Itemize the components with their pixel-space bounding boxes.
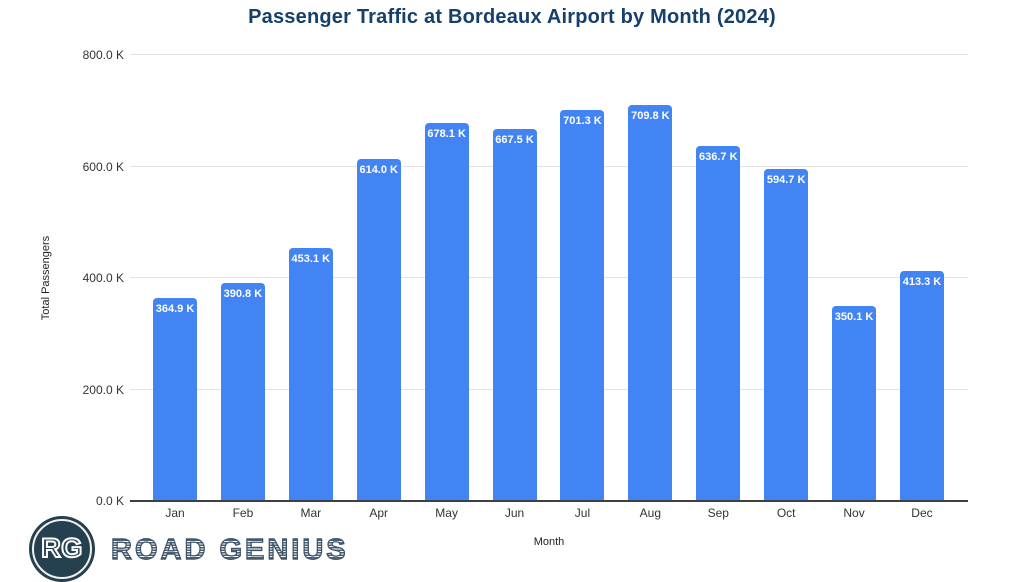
y-tick-label: 0.0 K (95, 494, 124, 508)
road-genius-wordmark: ROAD GENIUS (110, 533, 349, 566)
x-tick-dec: Dec (911, 506, 933, 520)
plot-area: 364.9 K 390.8 K 453.1 K 614.0 K 678.1 K 667.5… (130, 54, 968, 502)
bar-value-label: 453.1 K (291, 253, 331, 266)
x-axis-ticks: Jan Feb Mar Apr May Jun Jul Aug Sep Oct Nov Dec (130, 506, 968, 520)
bar-value-label: 667.5 K (495, 133, 534, 146)
bar-value-label: 709.8 K (631, 110, 670, 123)
y-tick-label: 200.0 K (82, 382, 124, 397)
rg-logo-monogram: RG (40, 532, 83, 564)
x-tick-sep: Sep (707, 506, 729, 520)
x-tick-oct: Oct (776, 506, 796, 520)
x-axis-line (130, 500, 968, 502)
x-axis-title: Month (533, 536, 565, 548)
gridline (130, 165, 968, 167)
y-tick-label: 800.0 K (82, 48, 124, 62)
chart-title: Passenger Traffic at Bordeaux Airport by… (248, 6, 776, 28)
bar-oct: 594.7 K (764, 169, 809, 501)
bar-value-label: 350.1 K (834, 310, 874, 323)
x-tick-may: May (435, 506, 458, 520)
bar-apr: 614.0 K (356, 158, 401, 501)
bar-mar: 453.1 K (288, 248, 333, 501)
bar-value-label: 678.1 K (427, 127, 466, 140)
bar-value-label: 701.3 K (563, 115, 602, 128)
rg-logo-badge: RG (29, 516, 95, 582)
y-tick-label: 400.0 K (82, 271, 124, 285)
x-tick-apr: Apr (369, 506, 389, 520)
bar-value-label: 636.7 K (698, 151, 738, 164)
bar-sep: 636.7 K (696, 146, 741, 501)
bars-row: 364.9 K 390.8 K 453.1 K 614.0 K 678.1 K 667.5… (130, 55, 968, 501)
bar-nov: 350.1 K (832, 305, 877, 501)
bar-jan: 364.9 K (153, 297, 197, 501)
bar-may: 678.1 K (424, 122, 469, 501)
y-tick-label: 600.0 K (82, 159, 124, 174)
bar-value-label: 614.0 K (359, 163, 398, 176)
bar-feb: 390.8 K (220, 283, 265, 501)
x-tick-aug: Aug (639, 506, 662, 520)
bar-value-label: 364.9 K (155, 302, 195, 315)
x-tick-feb: Feb (232, 506, 254, 520)
gridline (130, 388, 968, 390)
bar-value-label: 594.7 K (766, 174, 806, 187)
rg-logo-ring (32, 519, 92, 579)
bar-aug: 709.8 K (628, 105, 673, 501)
bar-jul: 701.3 K (560, 110, 605, 501)
x-tick-jul: Jul (574, 506, 591, 520)
bar-jun: 667.5 K (492, 128, 537, 501)
x-tick-jan: Jan (165, 506, 185, 520)
gridline (130, 277, 968, 278)
bar-value-label: 413.3 K (902, 275, 942, 288)
x-tick-jun: Jun (504, 506, 525, 520)
y-axis-ticks: 0.0 K 200.0 K 400.0 K 600.0 K 800.0 K (0, 48, 124, 508)
x-tick-mar: Mar (300, 506, 322, 520)
bar-value-label: 390.8 K (223, 288, 263, 301)
road-genius-logo: RG ROAD GENIUS (29, 516, 349, 582)
x-tick-nov: Nov (843, 506, 865, 520)
gridline (130, 54, 968, 55)
bar-dec: 413.3 K (899, 270, 944, 501)
